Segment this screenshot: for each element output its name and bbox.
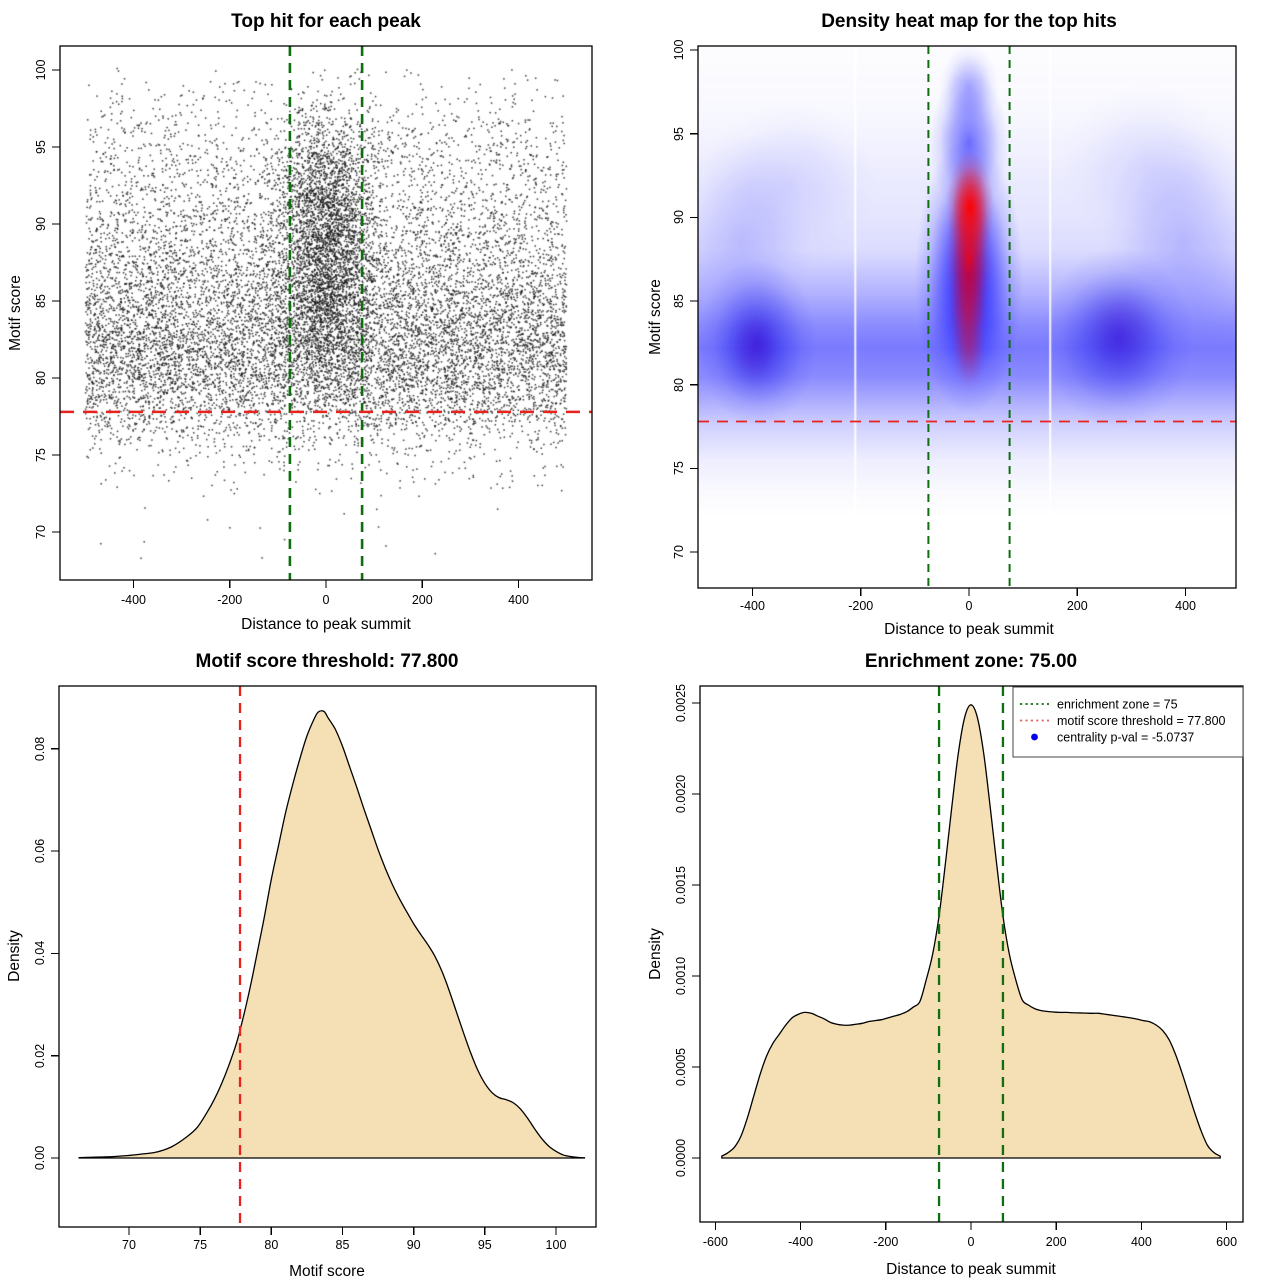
x-tick-label: 70: [122, 1238, 136, 1252]
x-tick-label: -400: [120, 593, 147, 607]
y-tick-label: 85: [34, 294, 48, 308]
y-tick-label: 100: [34, 59, 48, 81]
legend-symbol-centrality-dot: [1031, 733, 1038, 741]
panel-title: Enrichment zone: 75.00: [864, 651, 1078, 672]
panel-heatmap-top-hits: Density heat map for the top hits Motif …: [640, 0, 1280, 640]
y-tick-label: 100: [672, 39, 686, 61]
scatter-points-canvas: [60, 46, 592, 580]
y-tick-label: 75: [672, 461, 686, 476]
y-tick-label: 70: [672, 545, 686, 559]
y-tick-label: 0.06: [33, 838, 47, 864]
x-tick-label: 80: [264, 1238, 279, 1252]
x-tick-label: -400: [739, 599, 765, 613]
panel-motif-score-density: Motif score threshold: 77.800 Density 70…: [0, 640, 640, 1280]
x-tick-label: 600: [1216, 1235, 1238, 1249]
distance-density-plot: enrichment zone = 75 motif score threshol…: [692, 685, 1244, 1230]
score-density-plot: [51, 685, 597, 1235]
legend-box: [1012, 686, 1244, 758]
density-curve: [721, 704, 1221, 1159]
density-curve: [78, 710, 586, 1159]
heatmap-plot-overlay: [690, 45, 1237, 596]
x-tick-label: 200: [1066, 599, 1088, 613]
y-tick-label: 0.0025: [674, 683, 688, 723]
y-tick-label: 95: [34, 140, 48, 154]
legend-label: motif score threshold = 77.800: [1057, 714, 1226, 728]
x-tick-label: 100: [545, 1238, 567, 1252]
x-tick-label: 400: [1175, 599, 1196, 613]
y-tick-label: 70: [34, 525, 48, 539]
x-tick-label: 95: [477, 1238, 492, 1252]
legend-label: centrality p-val = -5.0737: [1057, 730, 1194, 744]
y-tick-label: 0.00: [33, 1145, 47, 1171]
x-axis-title: Motif score: [289, 1263, 365, 1280]
y-tick-label: 0.0020: [674, 774, 688, 814]
y-tick-label: 75: [34, 448, 48, 462]
y-tick-label: 0.0000: [674, 1138, 688, 1178]
x-axis-title: Distance to peak summit: [884, 621, 1054, 638]
y-tick-label: 90: [34, 217, 48, 231]
panel-title: Top hit for each peak: [231, 11, 421, 32]
panel-summit-distance-density: Enrichment zone: 75.00 Density enrichmen…: [640, 640, 1280, 1280]
x-tick-label: 200: [1045, 1235, 1067, 1249]
y-tick-label: 0.0005: [674, 1047, 688, 1087]
panel-title: Density heat map for the top hits: [821, 11, 1117, 32]
y-tick-label: 0.0010: [674, 956, 688, 996]
x-tick-label: 400: [508, 593, 529, 607]
y-tick-label: 0.04: [33, 941, 47, 966]
panel-scatter-top-hits: Top hit for each peak Motif score -400 -2…: [0, 0, 640, 640]
x-tick-label: 90: [406, 1238, 421, 1252]
x-tick-label: 0: [322, 593, 330, 607]
y-tick-label: 0.0015: [674, 865, 688, 905]
x-tick-label: 200: [411, 593, 433, 607]
x-tick-label: 85: [335, 1238, 350, 1252]
y-tick-label: 85: [672, 294, 686, 308]
x-tick-label: -200: [217, 593, 243, 607]
y-tick-label: 80: [34, 371, 48, 385]
y-tick-label: 80: [672, 377, 686, 392]
x-tick-label: 400: [1130, 1235, 1152, 1249]
plot-box: [58, 685, 597, 1228]
x-tick-label: -200: [848, 599, 874, 613]
x-tick-label: -600: [702, 1235, 728, 1249]
x-tick-label: -400: [788, 1235, 814, 1249]
plot-box: [697, 45, 1237, 589]
panel-title: Motif score threshold: 77.800: [195, 651, 459, 672]
scatter-plot-overlay: [52, 45, 593, 588]
y-tick-label: 0.08: [33, 736, 47, 761]
y-tick-label: 0.02: [33, 1043, 47, 1068]
x-axis-title: Distance to peak summit: [241, 616, 411, 633]
y-tick-label: 90: [672, 210, 686, 225]
x-tick-label: -200: [873, 1235, 899, 1249]
x-tick-label: 0: [967, 1235, 975, 1249]
y-tick-label: 95: [672, 126, 686, 141]
x-tick-label: 0: [965, 599, 973, 613]
legend-label: enrichment zone = 75: [1057, 697, 1178, 711]
x-tick-label: 75: [193, 1238, 208, 1252]
density-heatmap-canvas: [698, 46, 1236, 588]
plot-box: [59, 45, 593, 581]
x-axis-title: Distance to peak summit: [886, 1261, 1056, 1278]
